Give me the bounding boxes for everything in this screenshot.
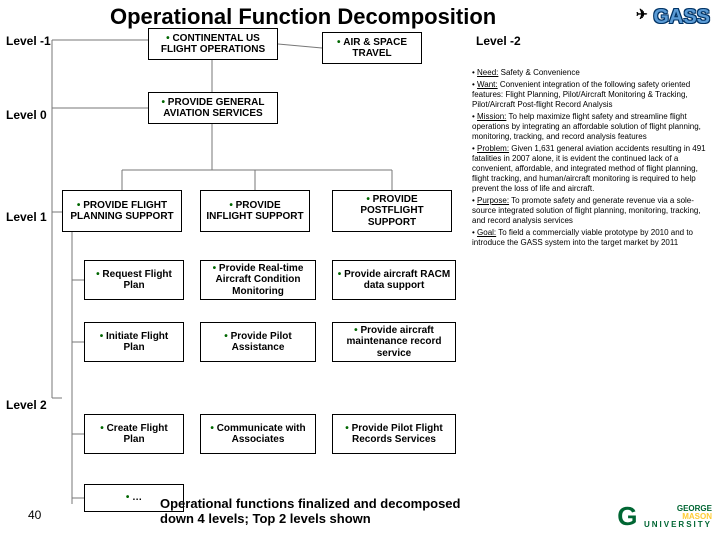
right-item: • Need: Safety & Convenience [472,68,712,78]
node-postflight: • PROVIDE POSTFLIGHT SUPPORT [332,190,452,232]
level-m1-label: Level -1 [6,34,51,48]
level-m2-label: Level -2 [476,34,521,48]
right-item: • Goal: To field a commercially viable p… [472,228,712,248]
node-comm-assoc: • Communicate with Associates [200,414,316,454]
level-2-label: Level 2 [6,398,47,412]
caption: Operational functions finalized and deco… [160,496,490,526]
right-item: • Problem: Given 1,631 general aviation … [472,144,712,194]
right-item: • Mission: To help maximize flight safet… [472,112,712,142]
node-racm: • Provide aircraft RACM data support [332,260,456,300]
node-maint-rec: • Provide aircraft maintenance record se… [332,322,456,362]
gmu-logo: G GEORGE MASON UNIVERSITY [617,501,712,532]
node-realtime: • Provide Real-time Aircraft Condition M… [200,260,316,300]
page-number: 40 [28,508,41,522]
level-0-label: Level 0 [6,108,47,122]
node-req-plan: • Request Flight Plan [84,260,184,300]
node-air-space: • AIR & SPACE TRAVEL [322,32,422,64]
slide: { "title": "Operational Function Decompo… [0,0,720,540]
node-inflight: • PROVIDE INFLIGHT SUPPORT [200,190,310,232]
node-pilot-assist: • Provide Pilot Assistance [200,322,316,362]
node-init-plan: • Initiate Flight Plan [84,322,184,362]
right-item: • Want: Convenient integration of the fo… [472,80,712,110]
plane-icon: ✈ [636,6,648,22]
gass-logo: ✈ GASS [636,6,710,29]
right-panel: • Need: Safety & Convenience • Want: Conv… [472,68,712,250]
node-cont-us: • CONTINENTAL US FLIGHT OPERATIONS [148,28,278,60]
slide-title: Operational Function Decomposition [110,4,496,30]
right-item: • Purpose: To promote safety and generat… [472,196,712,226]
gass-text: GASS [653,6,710,28]
level-1-label: Level 1 [6,210,47,224]
node-create-plan: • Create Flight Plan [84,414,184,454]
node-preflight: • PROVIDE FLIGHT PLANNING SUPPORT [62,190,182,232]
node-pilot-rec: • Provide Pilot Flight Records Services [332,414,456,454]
node-prov-gen: • PROVIDE GENERAL AVIATION SERVICES [148,92,278,124]
